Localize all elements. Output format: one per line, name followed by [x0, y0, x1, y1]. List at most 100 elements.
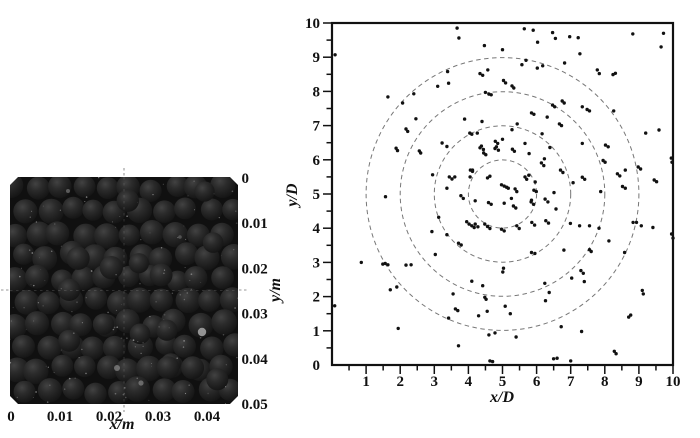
- data-point: [524, 58, 528, 62]
- data-point: [383, 195, 388, 199]
- sphere: [211, 266, 235, 289]
- data-point: [515, 189, 519, 194]
- sphere: [136, 355, 162, 382]
- speckle: [134, 346, 136, 348]
- speckle: [160, 247, 163, 249]
- speckle: [190, 273, 193, 276]
- data-point: [639, 224, 643, 228]
- sphere: [13, 380, 36, 403]
- data-point: [486, 200, 491, 205]
- data-point: [535, 40, 540, 44]
- tick-label: 7: [313, 119, 321, 135]
- data-point: [654, 180, 659, 184]
- data-point: [472, 225, 476, 230]
- speckle: [85, 196, 88, 198]
- data-point: [543, 197, 547, 201]
- data-point: [553, 36, 558, 41]
- speckle: [200, 281, 202, 283]
- speckle: [116, 326, 119, 329]
- data-point: [558, 168, 563, 172]
- speckle: [137, 201, 139, 203]
- sphere: [36, 291, 60, 315]
- tick-label: 0: [313, 358, 321, 374]
- data-point: [613, 71, 618, 76]
- data-point: [640, 288, 644, 293]
- data-point: [404, 127, 408, 131]
- left-y-axis-label: y/m: [267, 278, 284, 304]
- speckle: [35, 391, 37, 393]
- data-point: [333, 304, 337, 308]
- data-point: [455, 26, 459, 30]
- speckle: [184, 392, 187, 395]
- speckle: [186, 292, 188, 294]
- data-point: [623, 168, 627, 172]
- data-point: [445, 144, 449, 149]
- data-point: [523, 141, 527, 146]
- data-point: [465, 220, 469, 224]
- data-point: [544, 219, 548, 223]
- data-point: [581, 271, 585, 275]
- speckle: [19, 275, 21, 278]
- speckle: [225, 364, 227, 366]
- speckle: [90, 270, 93, 272]
- data-point: [614, 352, 618, 356]
- particle-packing-panel: [10, 177, 238, 404]
- speckle: [158, 326, 160, 328]
- data-point: [502, 201, 506, 205]
- data-point: [546, 221, 551, 225]
- speckle: [40, 268, 42, 270]
- data-point: [480, 119, 484, 124]
- sphere: [198, 289, 221, 312]
- speckle: [115, 274, 117, 276]
- speckle: [189, 279, 191, 281]
- speckle: [149, 232, 151, 234]
- data-point: [523, 175, 527, 179]
- data-point: [541, 64, 545, 68]
- sphere: [148, 247, 173, 271]
- data-point: [670, 160, 674, 164]
- scatter-points: [333, 26, 675, 364]
- speckle: [37, 302, 40, 304]
- speckle: [30, 284, 32, 286]
- sphere: [62, 196, 85, 219]
- data-point: [576, 36, 580, 40]
- data-point: [533, 251, 537, 256]
- sphere: [69, 313, 93, 337]
- data-point: [430, 229, 434, 234]
- speckle: [176, 357, 178, 359]
- tick-label: 1: [313, 324, 321, 340]
- tick-label: 0: [7, 409, 15, 425]
- data-point: [485, 224, 490, 229]
- data-point: [669, 156, 673, 160]
- speckle: [218, 217, 220, 219]
- data-point: [470, 279, 474, 283]
- data-point: [333, 53, 337, 57]
- data-point: [546, 200, 550, 204]
- tick-label: 9: [313, 50, 321, 66]
- tick-label: 1: [362, 374, 370, 390]
- light-gap-spot: [66, 189, 70, 193]
- speckle: [85, 297, 87, 299]
- data-point: [638, 167, 643, 171]
- sphere: [84, 287, 108, 310]
- data-point: [470, 132, 474, 136]
- speckle: [213, 193, 215, 195]
- speckle: [10, 361, 12, 364]
- speckle: [42, 305, 44, 307]
- data-point: [419, 151, 423, 155]
- data-point: [475, 131, 479, 135]
- data-point: [531, 202, 536, 206]
- speckle: [183, 298, 186, 301]
- sphere: [10, 314, 27, 339]
- data-point: [485, 309, 489, 313]
- speckle: [142, 341, 144, 344]
- sphere: [184, 266, 208, 290]
- sphere: [153, 200, 176, 223]
- data-point: [476, 314, 481, 318]
- sphere: [175, 287, 201, 314]
- data-point: [409, 263, 413, 267]
- speckle: [126, 337, 128, 339]
- speckle: [31, 252, 34, 254]
- speckle: [184, 267, 186, 269]
- data-point: [412, 92, 416, 96]
